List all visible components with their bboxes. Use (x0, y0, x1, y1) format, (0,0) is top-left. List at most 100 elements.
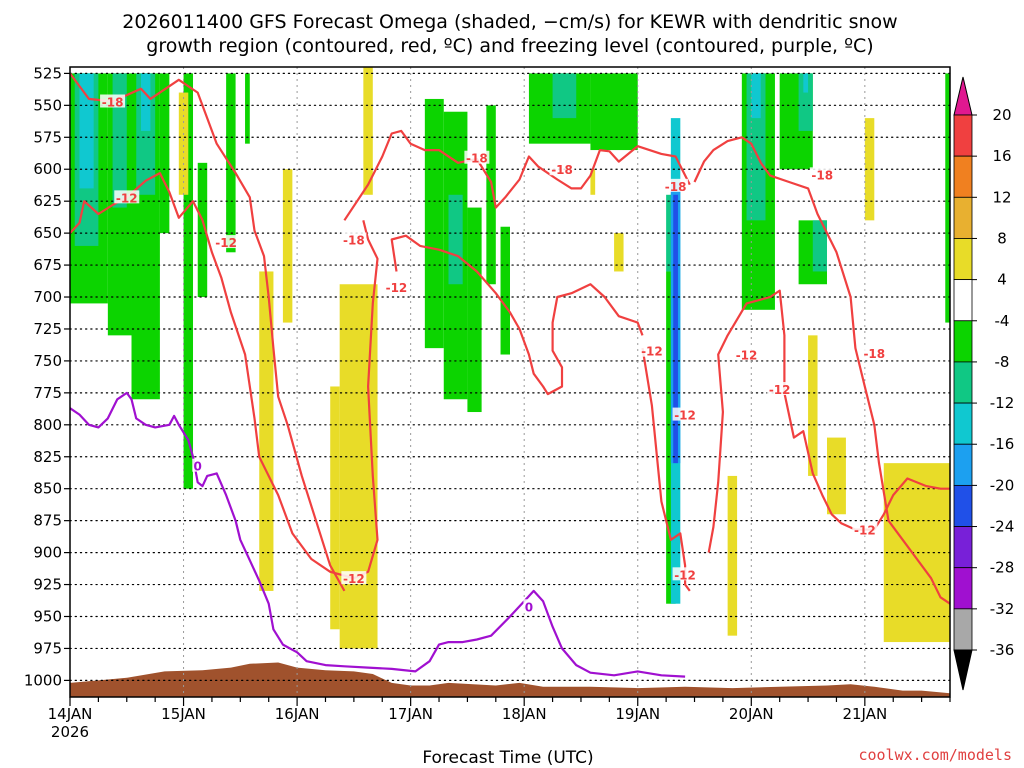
contour-label-bg-15 (852, 522, 878, 536)
contour-label-bg-14 (861, 346, 887, 360)
x-axis-label: Forecast Time (UTC) (422, 748, 593, 768)
colorbar-bottom-arrow (953, 649, 973, 691)
y-tick-label-975: 975 (33, 639, 62, 657)
colorbar-label-1: 16 (992, 147, 1011, 165)
contour-label-bg-11 (734, 347, 760, 361)
omega-shade-29 (751, 73, 761, 119)
contour-label-bg-0 (100, 94, 126, 108)
colorbar-label-2: 12 (992, 188, 1011, 206)
y-tick-label-675: 675 (33, 256, 62, 274)
colorbar-label-7: -12 (990, 394, 1015, 412)
colorbar-bin-0 (953, 114, 973, 157)
contour-label-bg-1 (114, 190, 140, 204)
contour-label-8: -12 (641, 345, 663, 359)
contour-label-bg-4 (383, 279, 409, 293)
contour-label-17: 0 (194, 460, 202, 474)
chart-title-line-1: 2026011400 GFS Forecast Omega (shaded, −… (122, 11, 897, 33)
terrain-fill (70, 662, 950, 697)
contour-line-4 (641, 347, 691, 592)
colorbar-bin-6 (953, 361, 973, 404)
grid (69, 67, 951, 697)
omega-shade-21 (590, 73, 638, 151)
contour-label-4: -12 (386, 281, 408, 295)
contour-label-bg-6 (549, 162, 575, 176)
colorbar-bin-8 (953, 443, 973, 486)
contour-label-12: -12 (769, 383, 791, 397)
omega-shade-32 (803, 73, 809, 93)
contour-label-bg-5 (464, 150, 490, 164)
plot-area: -18 -12 -12 -18 -12 -18 -18 -18 -12 -12 -12 -12 -12 -… (24, 64, 951, 741)
omega-shade-4 (112, 73, 127, 208)
colorbar-top-arrow (953, 76, 973, 116)
y-tick-label-650: 650 (33, 224, 62, 242)
colorbar-label-9: -20 (990, 476, 1015, 494)
x-tick-label-16JAN: 16JAN (275, 705, 320, 723)
colorbar-bin-1 (953, 155, 973, 198)
colorbar-label-13: -36 (990, 641, 1015, 659)
colorbar-label-10: -24 (990, 518, 1015, 536)
omega-shade-18 (500, 226, 510, 355)
y-tick-label-750: 750 (33, 352, 62, 370)
contour-label-11: -12 (736, 349, 758, 363)
colorbar-label-12: -32 (990, 600, 1015, 618)
contour-label-7: -18 (665, 180, 687, 194)
contour-label-1: -12 (116, 191, 138, 205)
contour-label-18: 0 (525, 600, 533, 614)
omega-shade-38 (282, 169, 293, 323)
omega-shade-36 (178, 92, 189, 195)
y-tick-label-550: 550 (33, 96, 62, 114)
omega-shade-10 (197, 162, 208, 298)
contour-label-bg-9 (672, 407, 698, 421)
omega-shade-31 (798, 73, 813, 131)
plot-frame (69, 66, 951, 698)
y-tick-label-875: 875 (33, 512, 62, 530)
colorbar-label-11: -28 (990, 559, 1015, 577)
contour-label-bg-16 (341, 571, 367, 585)
y-tick-label-1000: 1000 (24, 671, 62, 689)
omega-shade-35 (945, 73, 950, 323)
omega-shade-7 (140, 73, 151, 131)
y-tick-label-950: 950 (33, 607, 62, 625)
colorbar-bin-4 (953, 279, 973, 322)
colorbar-label-3: 8 (997, 229, 1007, 247)
contour-label-13: -18 (811, 168, 833, 182)
contour-line-0 (69, 72, 346, 592)
omega-shade-2 (79, 73, 94, 189)
contour-label-bg-18 (523, 599, 535, 613)
x-tick-label-20JAN: 20JAN (729, 705, 774, 723)
contours (69, 72, 951, 678)
omega-shade-26 (673, 194, 678, 464)
omega-shade-15 (448, 194, 463, 285)
colorbar-label-0: 20 (992, 106, 1011, 124)
contour-label-bg-13 (809, 167, 835, 181)
site-credit: coolwx.com/models (858, 746, 1012, 764)
y-tick-label-525: 525 (33, 64, 62, 82)
colorbar-bin-7 (953, 402, 973, 445)
contour-labels: -18 -12 -12 -18 -12 -18 -18 -18 -12 -12 -12 -12 -12 -… (100, 94, 887, 614)
y-tick-label-850: 850 (33, 480, 62, 498)
colorbar-bin-10 (953, 526, 973, 569)
colorbar-label-6: -8 (995, 353, 1010, 371)
omega-shade-11 (226, 73, 236, 253)
contour-label-6: -18 (551, 163, 573, 177)
plot-background (70, 67, 950, 697)
contour-label-5: -18 (466, 152, 488, 166)
y-tick-label-800: 800 (33, 416, 62, 434)
omega-shade-46 (826, 437, 846, 515)
omega-shade-39 (330, 386, 340, 630)
omega-shade-37 (259, 271, 274, 591)
contour-label-3: -18 (343, 234, 365, 248)
colorbar-bin-9 (953, 484, 973, 527)
contour-label-bg-17 (192, 458, 204, 472)
omega-shade-8 (159, 73, 170, 234)
x-tick-label-21JAN: 21JAN (842, 705, 887, 723)
omega-shade-42 (614, 233, 624, 272)
colorbar-bin-2 (953, 196, 973, 239)
contour-line-6 (693, 136, 951, 605)
y-tick-label-900: 900 (33, 544, 62, 562)
omega-shade-48 (864, 118, 875, 221)
y-tick-label-725: 725 (33, 320, 62, 338)
contour-line-3 (390, 234, 644, 396)
omega-shade-9 (183, 73, 194, 489)
